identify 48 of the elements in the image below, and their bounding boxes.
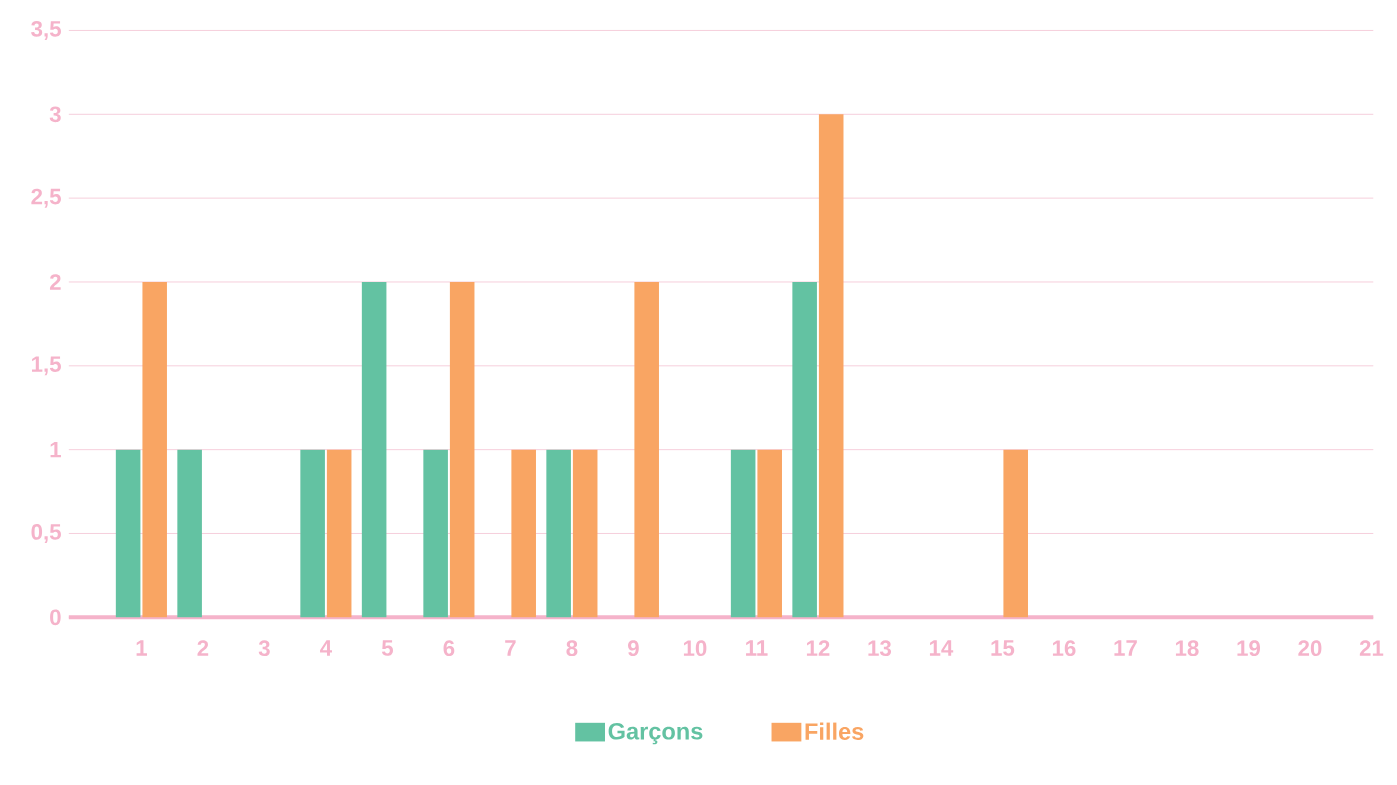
bar <box>792 281 817 618</box>
x-tick-label: 2 <box>197 640 209 656</box>
y-tick-label: 1,5 <box>31 356 61 376</box>
x-tick-label: 12 <box>806 640 830 656</box>
x-tick-label: 18 <box>1175 640 1199 656</box>
x-tick-label: 15 <box>991 640 1015 656</box>
x-tick-label: 16 <box>1052 640 1076 656</box>
legend-label: Garçons <box>608 722 703 745</box>
bar <box>572 449 598 618</box>
x-tick-label: 4 <box>320 640 332 656</box>
bar <box>511 449 536 618</box>
y-tick-label: 2 <box>49 273 61 290</box>
x-tick-label: 14 <box>929 640 954 656</box>
bar <box>546 449 571 618</box>
x-tick-label: 10 <box>683 640 707 656</box>
bar <box>730 449 756 618</box>
bar <box>757 449 782 618</box>
y-tick-label: 3,5 <box>31 20 61 40</box>
x-tick-label: 6 <box>443 640 455 656</box>
bar <box>361 281 387 618</box>
bar <box>326 449 352 618</box>
x-tick-label: 17 <box>1114 640 1137 656</box>
bar <box>142 281 167 618</box>
bar <box>177 449 202 618</box>
bar <box>449 281 475 618</box>
y-tick-label: 0 <box>50 609 61 626</box>
x-tick-label: 8 <box>566 640 578 656</box>
x-tick-label: 20 <box>1298 640 1322 656</box>
y-tick-label: 2,5 <box>31 188 61 208</box>
bar <box>423 449 448 618</box>
x-tick-label: 9 <box>628 640 639 656</box>
y-tick-label: 3 <box>49 106 61 122</box>
x-tick-label: 11 <box>746 640 768 656</box>
bar <box>634 281 659 618</box>
bar <box>1003 449 1028 618</box>
x-tick-label: 3 <box>258 640 270 656</box>
bar <box>818 114 844 618</box>
y-tick-label: 1 <box>50 441 61 458</box>
x-tick-label: 19 <box>1237 640 1261 656</box>
x-tick-label: 21 <box>1359 640 1384 656</box>
bar <box>115 449 141 618</box>
y-tick-label: 0,5 <box>31 523 61 543</box>
bar <box>300 449 325 618</box>
x-tick-label: 13 <box>868 640 892 656</box>
x-tick-label: 5 <box>381 640 393 656</box>
legend-label: Filles <box>805 722 864 740</box>
x-tick-label: 1 <box>136 640 147 656</box>
x-tick-label: 7 <box>505 640 516 656</box>
